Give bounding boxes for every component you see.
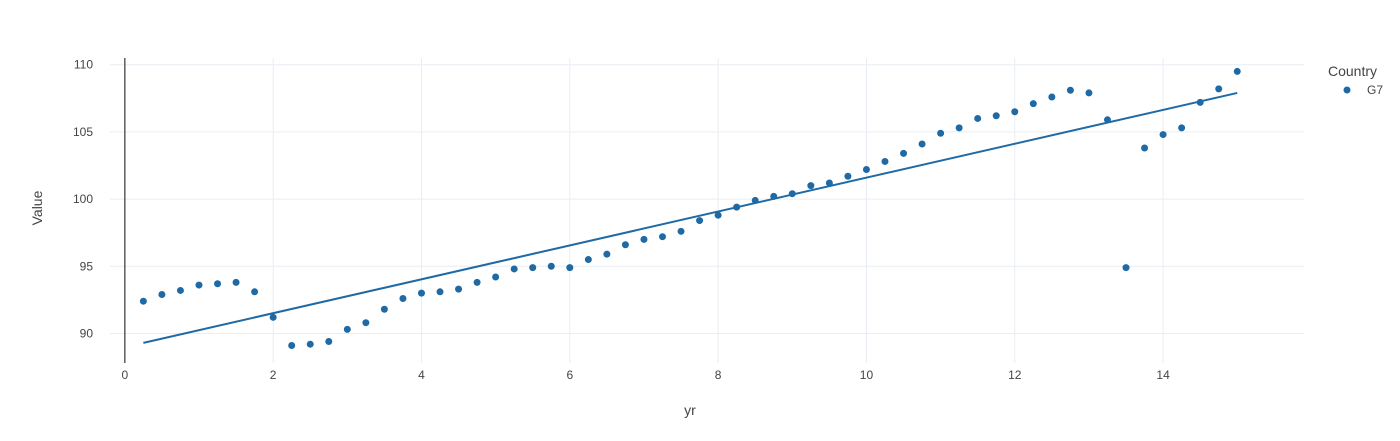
data-point[interactable] xyxy=(770,192,778,200)
data-point[interactable] xyxy=(714,211,722,219)
data-point[interactable] xyxy=(417,289,425,297)
y-tick-label: 110 xyxy=(74,58,93,72)
data-point[interactable] xyxy=(1066,86,1074,94)
data-points-layer xyxy=(139,67,1241,350)
y-tick-label: 90 xyxy=(80,326,94,340)
data-point[interactable] xyxy=(492,273,500,281)
data-point[interactable] xyxy=(288,342,296,350)
data-point[interactable] xyxy=(900,149,908,157)
y-tick-label: 100 xyxy=(73,192,93,206)
data-point[interactable] xyxy=(733,203,741,211)
data-point[interactable] xyxy=(1215,85,1223,93)
data-point[interactable] xyxy=(603,250,611,258)
data-point[interactable] xyxy=(436,288,444,296)
data-point[interactable] xyxy=(918,140,926,148)
data-point[interactable] xyxy=(1011,108,1019,116)
x-tick-label: 2 xyxy=(270,368,277,382)
x-tick-label: 14 xyxy=(1156,368,1170,382)
data-point[interactable] xyxy=(1029,100,1037,108)
data-point[interactable] xyxy=(751,196,759,204)
data-point[interactable] xyxy=(362,319,370,327)
data-point[interactable] xyxy=(214,280,222,288)
legend-title: Country xyxy=(1328,63,1377,79)
data-point[interactable] xyxy=(1048,93,1056,101)
data-point[interactable] xyxy=(1233,67,1241,75)
data-point[interactable] xyxy=(547,262,555,270)
data-point[interactable] xyxy=(1178,124,1186,132)
data-point[interactable] xyxy=(343,325,351,333)
data-point[interactable] xyxy=(251,288,259,296)
data-point[interactable] xyxy=(325,338,333,346)
data-point[interactable] xyxy=(862,166,870,174)
data-point[interactable] xyxy=(992,112,1000,120)
x-tick-label: 0 xyxy=(121,368,128,382)
data-point[interactable] xyxy=(473,278,481,286)
data-point[interactable] xyxy=(1141,144,1149,152)
data-point[interactable] xyxy=(584,256,592,264)
grid-layer xyxy=(110,58,1304,363)
legend-item-g7[interactable]: G7 xyxy=(1343,83,1384,97)
x-axis-title: yr xyxy=(684,402,696,418)
data-point[interactable] xyxy=(380,305,388,313)
x-tick-label: 4 xyxy=(418,368,425,382)
data-point[interactable] xyxy=(232,278,240,286)
data-point[interactable] xyxy=(195,281,203,289)
data-point[interactable] xyxy=(825,179,833,187)
data-point[interactable] xyxy=(640,235,648,243)
data-point[interactable] xyxy=(1103,116,1111,124)
data-point[interactable] xyxy=(974,114,982,122)
y-tick-label: 105 xyxy=(73,125,93,139)
legend[interactable]: Country G7 xyxy=(1328,63,1383,97)
data-point[interactable] xyxy=(139,297,147,305)
data-point[interactable] xyxy=(566,264,574,272)
x-tick-label: 12 xyxy=(1008,368,1022,382)
data-point[interactable] xyxy=(306,340,314,348)
y-axis-title: Value xyxy=(29,190,45,225)
data-point[interactable] xyxy=(955,124,963,132)
data-point[interactable] xyxy=(1196,98,1204,106)
data-point[interactable] xyxy=(399,295,407,303)
data-point[interactable] xyxy=(937,129,945,137)
x-tick-label: 10 xyxy=(860,368,874,382)
x-tick-label: 6 xyxy=(566,368,573,382)
data-point[interactable] xyxy=(659,233,667,241)
data-point[interactable] xyxy=(696,217,704,225)
data-point[interactable] xyxy=(844,172,852,180)
data-point[interactable] xyxy=(677,227,685,235)
legend-marker xyxy=(1343,86,1351,94)
trendline xyxy=(143,91,1238,344)
data-point[interactable] xyxy=(881,157,889,165)
trendline-layer xyxy=(143,91,1238,344)
data-point[interactable] xyxy=(529,264,537,272)
data-point[interactable] xyxy=(788,190,796,198)
data-point[interactable] xyxy=(158,290,166,298)
y-tick-label: 95 xyxy=(80,259,94,273)
data-point[interactable] xyxy=(621,241,629,249)
data-point[interactable] xyxy=(176,286,184,294)
data-point[interactable] xyxy=(1159,131,1167,139)
data-point[interactable] xyxy=(269,313,277,321)
legend-item-label: G7 xyxy=(1367,83,1383,97)
tick-labels-layer: 0 2 4 6 8 10 12 14 90 95 100 105 110 xyxy=(73,58,1170,382)
data-point[interactable] xyxy=(455,285,463,293)
data-point[interactable] xyxy=(1122,264,1130,272)
data-point[interactable] xyxy=(807,182,815,190)
data-point[interactable] xyxy=(1085,89,1093,97)
data-point[interactable] xyxy=(510,265,518,273)
x-tick-label: 8 xyxy=(715,368,722,382)
